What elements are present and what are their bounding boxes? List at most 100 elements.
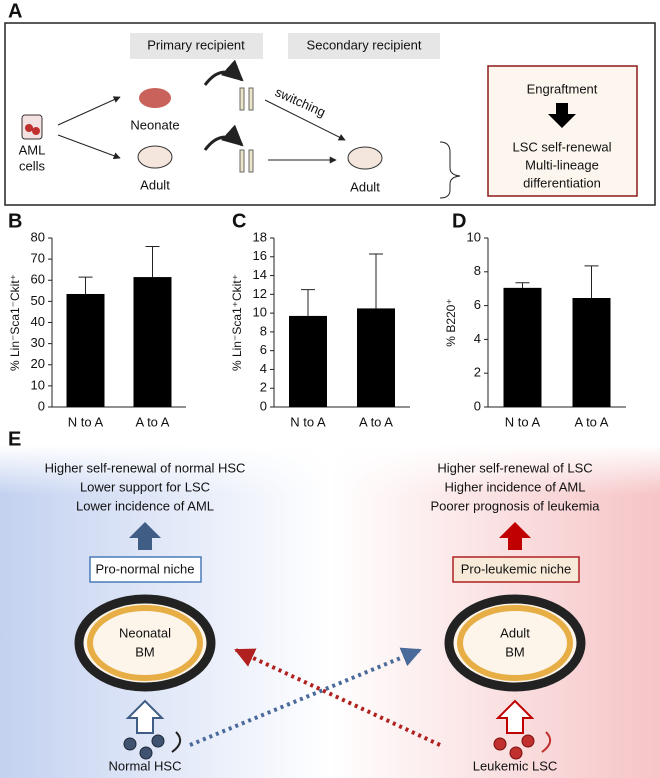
y-tick-label: 4: [474, 331, 481, 346]
label: differentiation: [523, 175, 601, 190]
neonate-icon: [139, 88, 171, 108]
label: Multi-lineage: [525, 157, 599, 172]
error-bar: [515, 282, 530, 288]
error-bar: [145, 245, 160, 278]
header-box: [288, 33, 440, 59]
label: Adult: [350, 179, 380, 194]
y-axis-label: % B220⁺: [444, 298, 458, 346]
outcome-box: [487, 65, 638, 197]
bar: [503, 287, 542, 407]
x-tick-label: N to A: [505, 414, 541, 429]
up-arrow: [495, 699, 535, 734]
y-tick-label: 2: [474, 365, 481, 380]
bar: [572, 297, 611, 407]
y-tick-label: 80: [31, 229, 45, 244]
label: LSC self-renewal: [513, 139, 612, 154]
label: Lower support for LSC: [80, 479, 210, 494]
panel-frame: [4, 22, 656, 206]
y-axis-label: % Lin⁻Sca1⁺Ckit⁺: [230, 274, 244, 371]
label: BM: [505, 644, 525, 659]
y-tick-label: 10: [467, 229, 481, 244]
error-bar: [584, 265, 599, 298]
bone-icon: [239, 87, 254, 173]
label: Neonatal: [119, 625, 171, 640]
y-tick-label: 6: [474, 297, 481, 312]
bracket: [439, 141, 461, 199]
bone-marrow: [74, 594, 586, 692]
cells: [123, 731, 182, 760]
x-tick-label: N to A: [68, 414, 104, 429]
up-arrow: [499, 522, 531, 550]
header: Primary recipient: [147, 37, 245, 52]
label: BM: [135, 644, 155, 659]
error-bar: [301, 289, 315, 316]
panel-label: D: [452, 210, 466, 232]
y-tick-label: 8: [474, 263, 481, 278]
label: Neonate: [130, 117, 179, 132]
y-tick-label: 14: [253, 267, 267, 282]
label: AML: [19, 142, 46, 157]
y-tick-label: 0: [38, 398, 45, 413]
y-tick-label: 10: [253, 305, 267, 320]
up-arrow: [129, 522, 161, 550]
label: Adult: [140, 177, 170, 192]
label: Adult: [500, 625, 530, 640]
label: Pro-normal niche: [96, 561, 195, 576]
bar: [289, 315, 327, 407]
x-tick-label: A to A: [575, 414, 609, 429]
dotted-arrow: [234, 648, 441, 747]
label: cells: [19, 158, 46, 173]
label: Higher incidence of AML: [445, 479, 586, 494]
mouse-icon: [347, 146, 383, 170]
down-arrow: [548, 103, 576, 128]
curved-arrow: [203, 124, 244, 151]
arrow: [57, 96, 121, 126]
label: Higher self-renewal of normal HSC: [45, 460, 246, 475]
label: Pro-leukemic niche: [461, 561, 572, 576]
bar: [357, 308, 395, 407]
y-tick-label: 8: [260, 323, 267, 338]
y-tick-label: 10: [31, 377, 45, 392]
y-tick-label: 2: [260, 380, 267, 395]
y-tick-label: 70: [31, 251, 45, 266]
y-tick-label: 20: [31, 356, 45, 371]
y-tick-label: 4: [260, 361, 267, 376]
bar: [66, 293, 105, 407]
y-tick-label: 60: [31, 272, 45, 287]
y-axis-label: % Lin⁻Sca1⁻Ckit⁺: [8, 274, 22, 371]
niche-box: [452, 556, 580, 583]
header-box: [130, 33, 263, 59]
x-tick-label: N to A: [290, 414, 326, 429]
y-tick-label: 18: [253, 229, 267, 244]
arrow: [264, 99, 346, 141]
label: Engraftment: [527, 81, 598, 96]
arrow: [57, 134, 121, 160]
x-tick-label: A to A: [359, 414, 393, 429]
header: Secondary recipient: [307, 37, 422, 52]
mouse-icon: [137, 145, 173, 169]
y-tick-label: 12: [253, 286, 267, 301]
label: Lower incidence of AML: [76, 498, 214, 513]
panel-label: C: [232, 210, 246, 232]
label: switching: [273, 84, 328, 119]
panel-label: A: [8, 0, 22, 22]
y-tick-label: 30: [31, 335, 45, 350]
y-tick-label: 6: [260, 342, 267, 357]
error-bar: [369, 253, 383, 309]
y-tick-label: 0: [474, 398, 481, 413]
x-tick-label: A to A: [136, 414, 170, 429]
niche-box: [89, 556, 202, 583]
tube-icon: [21, 114, 43, 140]
panel-label: E: [8, 428, 21, 450]
up-arrow: [125, 699, 165, 734]
panel-label: B: [8, 210, 22, 232]
label: Higher self-renewal of LSC: [437, 460, 592, 475]
curved-arrow: [203, 59, 244, 86]
label: Poorer prognosis of leukemia: [430, 498, 600, 513]
y-tick-label: 40: [31, 314, 45, 329]
error-bar: [78, 276, 93, 294]
label: Normal HSC: [109, 758, 182, 773]
y-tick-label: 16: [253, 248, 267, 263]
